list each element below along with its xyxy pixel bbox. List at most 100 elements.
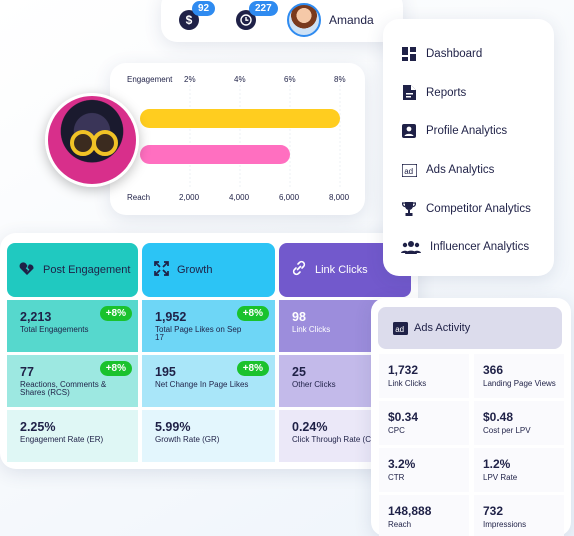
menu-item-profile-analytics[interactable]: Profile Analytics (401, 112, 554, 151)
ads-stat-value: $0.34 (388, 410, 419, 424)
ads-stat-cell: 1.2% LPV Rate (474, 448, 564, 492)
ads-stat-label: Cost per LPV (483, 426, 531, 435)
top-axis-label: Engagement (127, 75, 173, 84)
bottom-tick-label: 2,000 (179, 193, 200, 202)
menu-item-dashboard[interactable]: Dashboard (401, 35, 554, 74)
stat-value: 0.24% (292, 420, 328, 434)
menu-item-label: Profile Analytics (426, 125, 508, 138)
menu-item-influencer-analytics[interactable]: Influencer Analytics (401, 228, 554, 267)
stat-value: 25 (292, 365, 306, 379)
ads-stat-label: LPV Rate (483, 473, 518, 482)
top-tick-label: 2% (184, 75, 196, 84)
menu-item-label: Ads Analytics (426, 164, 495, 177)
stat-cell: 2.25% Engagement Rate (ER) (7, 410, 138, 462)
top-tick-label: 8% (334, 75, 346, 84)
ads-stat-cell: 148,888 Reach (379, 495, 469, 536)
ads-icon: ad (393, 321, 408, 335)
ads-stat-cell: 366 Landing Page Views (474, 354, 564, 398)
ads-stat-cell: 3.2% CTR (379, 448, 469, 492)
menu-item-ads-analytics[interactable]: ad Ads Analytics (401, 151, 554, 190)
ads-stat-value: 3.2% (388, 457, 416, 471)
clock-icon (236, 10, 256, 30)
ads-stat-label: Reach (388, 520, 412, 529)
ads-stat-value: 366 (483, 363, 504, 377)
stat-label: Link Clicks (292, 325, 331, 334)
svg-text:ad: ad (404, 167, 413, 176)
stat-value: 5.99% (155, 420, 191, 434)
growth-title: Growth (177, 264, 213, 276)
reach-bar[interactable] (140, 145, 290, 164)
nav-menu: Dashboard Reports Profile Analytics ad A… (383, 19, 554, 276)
ads-stat-label: Impressions (483, 520, 527, 529)
menu-item-label: Reports (426, 86, 467, 99)
trophy-icon (401, 201, 417, 217)
dollar-icon: $ (179, 10, 199, 30)
stat-cell: 5.99% Growth Rate (GR) (142, 410, 275, 462)
ads-stat-value: 1,732 (388, 363, 419, 377)
schedule-indicator[interactable]: 227 (236, 1, 278, 30)
ads-stat-label: Link Clicks (388, 379, 427, 388)
balance-indicator[interactable]: $ 92 (179, 1, 216, 30)
stat-label: Other Clicks (292, 380, 336, 389)
stat-label: Total Page Likes on Sep 17 (155, 325, 242, 343)
ads-stat-cell: 732 Impressions (474, 495, 564, 536)
stat-cell: 2,213 Total Engagements +8% (7, 300, 138, 352)
bottom-tick-label: 6,000 (279, 193, 300, 202)
balance-count-badge: 92 (192, 1, 216, 16)
link-clicks-title: Link Clicks (315, 264, 368, 276)
group-icon (401, 239, 421, 255)
top-tick-label: 6% (284, 75, 296, 84)
menu-item-label: Dashboard (426, 48, 483, 61)
ads-stat-value: 732 (483, 504, 504, 518)
stat-label: Engagement Rate (ER) (20, 435, 104, 444)
stat-value: 1,952 (155, 310, 187, 324)
user-status-bar: $ 92 227 Amanda (161, 0, 403, 42)
ads-stat-label: CTR (388, 473, 405, 482)
stat-label: Reactions, Comments & Shares (RCS) (20, 380, 107, 398)
dashboard-icon (401, 46, 417, 62)
ads-stat-cell: $0.34 CPC (379, 401, 469, 445)
stat-label: Total Engagements (20, 325, 89, 334)
ads-activity-panel: ad Ads Activity 1,732 Link Clicks 366 La… (371, 298, 571, 536)
stat-cell: 195 Net Change In Page Likes +8% (142, 355, 275, 407)
change-badge: +8% (236, 361, 269, 376)
ads-activity-title: Ads Activity (414, 322, 471, 334)
bottom-axis-label: Reach (127, 193, 151, 202)
stat-value: 98 (292, 310, 306, 324)
ads-stat-label: Landing Page Views (483, 379, 556, 388)
schedule-count-badge: 227 (249, 1, 278, 16)
stat-value: 195 (155, 365, 176, 379)
svg-text:ad: ad (395, 325, 404, 334)
ads-stat-label: CPC (388, 426, 405, 435)
chart-grid (189, 85, 341, 187)
stats-table: Post Engagement Growth Link Clicks 2,213… (0, 233, 418, 469)
link-icon (291, 260, 307, 280)
stat-label: Net Change In Page Likes (155, 380, 249, 389)
menu-item-label: Influencer Analytics (430, 241, 530, 254)
change-badge: +8% (236, 306, 269, 321)
ads-stat-value: 148,888 (388, 504, 432, 518)
influencer-avatar[interactable] (45, 93, 139, 187)
bottom-tick-label: 4,000 (229, 193, 250, 202)
stat-label: Click Through Rate (CTR) (292, 435, 385, 444)
ads-stat-cell: $0.48 Cost per LPV (474, 401, 564, 445)
user-name[interactable]: Amanda (329, 13, 374, 27)
user-avatar[interactable] (287, 3, 321, 37)
post-engagement-title: Post Engagement (43, 264, 131, 276)
stat-value: 2.25% (20, 420, 56, 434)
menu-item-competitor-analytics[interactable]: Competitor Analytics (401, 189, 554, 228)
engagement-bar[interactable] (140, 109, 340, 128)
profile-icon (401, 123, 417, 139)
stat-cell: 1,952 Total Page Likes on Sep 17 +8% (142, 300, 275, 352)
post-engagement-header[interactable]: Post Engagement (7, 243, 138, 297)
expand-icon (154, 260, 169, 280)
stat-value: 2,213 (20, 310, 52, 324)
menu-item-reports[interactable]: Reports (401, 74, 554, 113)
stat-label: Growth Rate (GR) (155, 435, 220, 444)
growth-header[interactable]: Growth (142, 243, 275, 297)
ads-activity-header[interactable]: ad Ads Activity (378, 307, 562, 349)
change-badge: +8% (99, 361, 132, 376)
bottom-tick-label: 8,000 (329, 193, 350, 202)
change-badge: +8% (99, 306, 132, 321)
ads-icon: ad (401, 162, 417, 178)
